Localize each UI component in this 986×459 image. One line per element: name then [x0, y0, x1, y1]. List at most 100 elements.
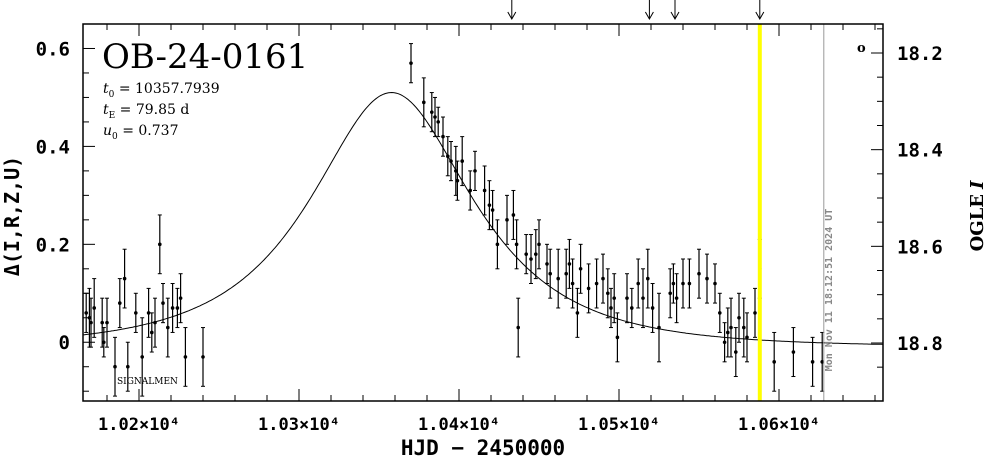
data-point	[505, 218, 509, 222]
data-point	[473, 169, 477, 173]
data-point	[705, 276, 709, 281]
parameter-symbol: u	[103, 123, 112, 139]
data-point	[482, 188, 487, 193]
data-point	[201, 355, 205, 359]
data-point	[820, 360, 824, 364]
data-point	[668, 291, 672, 296]
data-point	[126, 364, 130, 369]
data-point	[729, 325, 733, 330]
data-point	[433, 115, 437, 119]
data-point	[594, 281, 599, 286]
data-point	[570, 281, 575, 286]
data-point	[529, 257, 533, 261]
data-point	[742, 325, 746, 330]
date-stamp: Mon Nov 11 18:12:51 2024 UT	[824, 209, 835, 372]
data-point	[495, 242, 500, 247]
reference-lines-group	[507, 0, 825, 401]
signalmen-watermark: SIGNALMEN	[117, 377, 178, 387]
data-point	[454, 169, 458, 173]
data-point	[722, 340, 727, 345]
data-point	[524, 252, 528, 256]
y-tick-label: 0.6	[36, 38, 70, 60]
y2-tick-label: 18.8	[897, 333, 943, 355]
data-point	[564, 271, 568, 276]
parameter-value: = 79.85 d	[115, 102, 189, 118]
chart-title: OB-24-0161	[102, 37, 308, 77]
data-point	[606, 291, 610, 296]
y2-axis-label: OGLE I	[967, 180, 986, 251]
data-point	[586, 286, 591, 291]
data-point	[84, 311, 88, 315]
parameter-subscript: 0	[109, 90, 115, 100]
data-point	[753, 311, 757, 315]
data-point	[183, 355, 188, 359]
data-point	[113, 364, 117, 369]
data-point	[178, 296, 183, 300]
data-point	[578, 267, 583, 271]
data-point	[430, 110, 434, 114]
data-point	[153, 320, 157, 325]
data-point	[548, 271, 552, 276]
data-point	[810, 360, 815, 364]
data-point	[161, 301, 165, 305]
y2-tick-label: 18.2	[897, 43, 943, 65]
y-tick-label: 0	[59, 332, 70, 354]
data-point	[460, 159, 465, 163]
x-tick-label: 1.04×10⁴	[418, 415, 500, 435]
data-point	[567, 262, 572, 266]
data-point	[657, 325, 661, 330]
data-point	[646, 276, 650, 281]
data-point	[92, 306, 96, 310]
parameter-symbol: t	[103, 81, 109, 97]
y2-tick-label: 18.6	[897, 236, 943, 258]
parameter-subscript: E	[109, 111, 116, 121]
data-point	[436, 120, 441, 124]
data-point	[737, 315, 741, 320]
data-point	[615, 335, 620, 340]
data-point	[534, 252, 538, 256]
parameter-line: u0 = 0.737	[103, 123, 178, 142]
data-point	[687, 281, 692, 286]
parameter-line: tE = 79.85 d	[103, 102, 189, 121]
data-point	[87, 315, 92, 320]
data-point	[516, 325, 520, 330]
data-point	[455, 178, 460, 183]
parameter-line: t0 = 10357.7939	[103, 81, 220, 100]
y2-tick-label: 18.4	[897, 140, 943, 162]
data-points-group	[84, 43, 825, 397]
arrow-head	[755, 11, 765, 21]
y2-axis-label-band: I	[967, 180, 986, 190]
data-point	[102, 340, 106, 345]
data-point	[89, 320, 93, 325]
data-point	[487, 203, 492, 207]
data-point	[734, 350, 738, 354]
data-point	[140, 355, 144, 359]
parameter-subscript: 0	[112, 132, 118, 142]
data-point	[575, 311, 580, 315]
data-point	[514, 242, 519, 247]
data-point	[556, 276, 560, 281]
y-axis-label: Δ(I,R,Z,U)	[0, 156, 24, 276]
data-point	[726, 330, 730, 335]
data-point	[713, 281, 717, 286]
tick-labels: 1.02×10⁴ 1.03×10⁴ 1.04×10⁴ 1.05×10⁴ 1.06×10⁴…	[36, 38, 943, 435]
data-point	[791, 350, 796, 354]
data-point	[105, 320, 109, 325]
data-point	[545, 262, 549, 266]
arrow-head	[670, 11, 680, 21]
y-tick-label: 0.2	[36, 234, 70, 256]
data-point	[158, 242, 162, 247]
data-point	[422, 100, 426, 105]
x-tick-label: 1.02×10⁴	[98, 415, 180, 435]
data-point	[100, 320, 104, 325]
x-tick-label: 1.05×10⁴	[578, 415, 660, 435]
data-point	[537, 242, 541, 247]
data-point	[468, 188, 473, 193]
data-point	[166, 325, 170, 330]
data-point	[134, 311, 138, 315]
data-point	[745, 335, 749, 340]
model-curve	[82, 91, 884, 345]
data-point	[449, 159, 453, 163]
